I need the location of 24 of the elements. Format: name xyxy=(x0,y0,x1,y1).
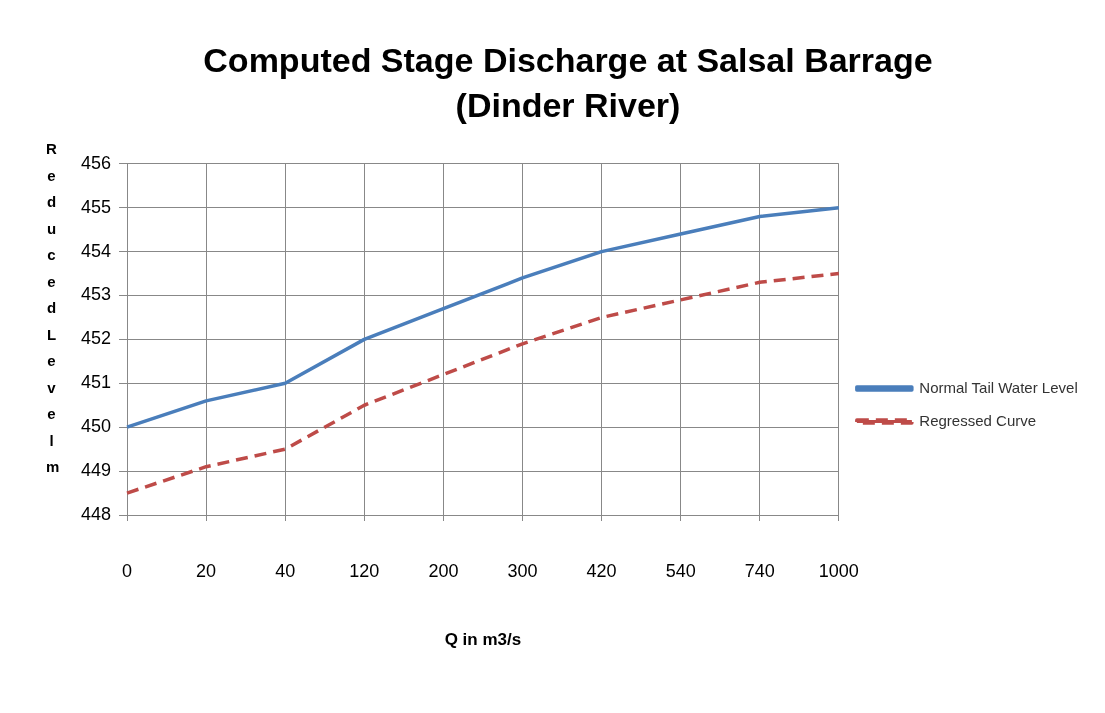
x-tick-label: 420 xyxy=(586,560,617,581)
x-tick-label: 0 xyxy=(122,560,133,581)
x-axis-title: Q in m3/s xyxy=(444,630,522,650)
y-tick-label: 451 xyxy=(80,372,112,393)
text: Reduced Level m xyxy=(46,140,60,475)
y-tick-label: 453 xyxy=(80,284,112,305)
y-tick-label: 450 xyxy=(80,416,112,437)
chart-title: Computed Stage Discharge at Salsal Barrage (Dinder River) xyxy=(202,40,934,126)
y-tick-label: 455 xyxy=(80,196,112,217)
y-tick-label: 456 xyxy=(80,152,112,173)
legend-label: Normal Tail Water Level xyxy=(919,378,1078,396)
y-tick-label: 449 xyxy=(80,460,112,481)
x-tick-label: 540 xyxy=(665,560,696,581)
y-tick-label: 448 xyxy=(80,503,112,524)
x-tick-label: 20 xyxy=(196,560,217,581)
x-tick-label: 1000 xyxy=(818,560,859,581)
x-tick-label: 740 xyxy=(744,560,775,581)
x-tick-label: 120 xyxy=(349,560,380,581)
x-tick-label: 300 xyxy=(507,560,538,581)
x-tick-label: 200 xyxy=(428,560,459,581)
y-tick-label: 452 xyxy=(80,328,112,349)
legend-label: Regressed Curve xyxy=(919,411,1037,429)
y-tick-label: 454 xyxy=(80,240,112,261)
x-tick-label: 40 xyxy=(275,560,296,581)
